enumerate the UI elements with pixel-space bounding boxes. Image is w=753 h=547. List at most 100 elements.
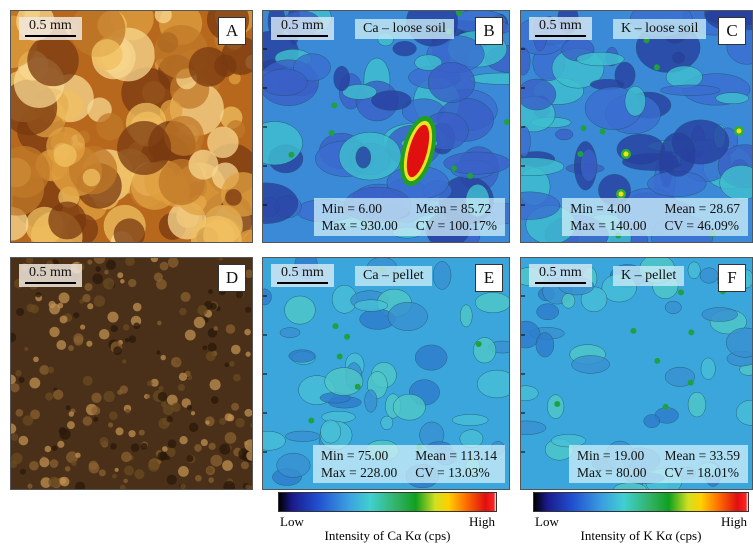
stat: Max = 80.00 bbox=[577, 464, 646, 481]
texture bbox=[58, 303, 64, 309]
texture bbox=[158, 392, 167, 401]
texture bbox=[47, 367, 54, 374]
texture bbox=[48, 477, 59, 488]
texture bbox=[165, 455, 170, 460]
texture bbox=[83, 376, 93, 386]
texture bbox=[428, 62, 475, 102]
statistics: Min = 4.00Mean = 28.67Max = 140.00CV = 4… bbox=[562, 198, 748, 236]
texture bbox=[83, 416, 93, 426]
texture bbox=[131, 443, 140, 452]
scale-bar: 0.5 mm bbox=[19, 264, 82, 287]
texture bbox=[189, 423, 198, 432]
texture bbox=[194, 444, 202, 452]
texture bbox=[16, 409, 24, 417]
texture bbox=[68, 345, 74, 351]
texture bbox=[65, 466, 70, 471]
texture bbox=[108, 422, 113, 427]
texture bbox=[48, 301, 55, 308]
panel-letter: F bbox=[718, 264, 746, 292]
texture bbox=[371, 91, 411, 111]
stat: Max = 228.00 bbox=[321, 464, 397, 481]
texture bbox=[521, 79, 556, 110]
texture bbox=[128, 430, 135, 437]
texture bbox=[60, 477, 70, 487]
texture bbox=[195, 475, 202, 482]
texture bbox=[688, 262, 700, 279]
texture bbox=[219, 444, 230, 455]
texture bbox=[141, 443, 148, 450]
element-map: 0.5 mmK – loose soilCMin = 4.00Mean = 28… bbox=[520, 10, 753, 243]
texture bbox=[125, 409, 130, 414]
texture bbox=[208, 477, 214, 483]
texture bbox=[23, 415, 34, 426]
texture bbox=[168, 439, 177, 448]
texture bbox=[660, 132, 695, 176]
texture bbox=[737, 129, 742, 134]
texture bbox=[197, 305, 207, 315]
texture bbox=[678, 289, 684, 295]
texture bbox=[29, 461, 39, 471]
stat: Min = 19.00 bbox=[577, 447, 646, 464]
texture bbox=[356, 147, 371, 168]
texture bbox=[672, 52, 684, 64]
texture bbox=[577, 52, 625, 66]
texture bbox=[87, 303, 93, 309]
texture bbox=[179, 373, 187, 381]
texture bbox=[185, 330, 196, 341]
stat: Max = 930.00 bbox=[322, 217, 398, 234]
texture bbox=[222, 460, 233, 471]
texture bbox=[702, 308, 738, 322]
texture bbox=[700, 268, 718, 283]
texture bbox=[624, 152, 629, 157]
texture bbox=[226, 324, 236, 334]
texture bbox=[29, 378, 40, 389]
texture bbox=[206, 351, 216, 361]
panel-letter: C bbox=[718, 17, 746, 45]
texture bbox=[147, 381, 153, 387]
texture bbox=[160, 262, 169, 271]
texture bbox=[241, 461, 249, 469]
texture bbox=[19, 436, 29, 446]
texture bbox=[104, 270, 108, 274]
texture bbox=[280, 328, 300, 338]
texture bbox=[210, 379, 221, 390]
texture bbox=[245, 485, 250, 490]
texture bbox=[229, 361, 234, 366]
texture bbox=[547, 395, 564, 419]
texture bbox=[60, 429, 71, 440]
texture bbox=[120, 279, 125, 284]
texture bbox=[665, 301, 681, 314]
texture bbox=[467, 173, 473, 179]
element-map: 0.5 mmCa – loose soilBMin = 6.00Mean = 8… bbox=[262, 10, 510, 243]
texture bbox=[452, 414, 488, 425]
scale-line bbox=[25, 35, 76, 37]
texture bbox=[103, 278, 114, 289]
texture bbox=[134, 469, 144, 479]
texture bbox=[91, 393, 101, 403]
texture bbox=[245, 351, 250, 356]
texture bbox=[87, 260, 92, 265]
texture bbox=[107, 312, 118, 323]
texture bbox=[157, 451, 167, 461]
texture bbox=[337, 354, 343, 360]
texture bbox=[536, 333, 554, 357]
texture bbox=[16, 308, 24, 316]
texture bbox=[85, 283, 93, 291]
statistics: Min = 75.00Mean = 113.14Max = 228.00CV =… bbox=[313, 445, 505, 483]
figure: 0.5 mmA0.5 mmCa – loose soilBMin = 6.00M… bbox=[0, 0, 753, 547]
texture bbox=[231, 403, 239, 411]
texture bbox=[245, 307, 251, 313]
texture bbox=[91, 39, 122, 70]
texture bbox=[45, 446, 52, 453]
texture bbox=[581, 125, 587, 131]
texture bbox=[124, 466, 134, 476]
panel-letter: D bbox=[218, 264, 246, 292]
texture bbox=[555, 129, 573, 140]
texture bbox=[194, 317, 205, 328]
texture bbox=[332, 323, 338, 329]
texture bbox=[99, 437, 108, 446]
texture bbox=[66, 405, 71, 410]
texture bbox=[104, 391, 115, 402]
micrograph: 0.5 mm D bbox=[10, 257, 253, 490]
texture bbox=[660, 85, 720, 96]
